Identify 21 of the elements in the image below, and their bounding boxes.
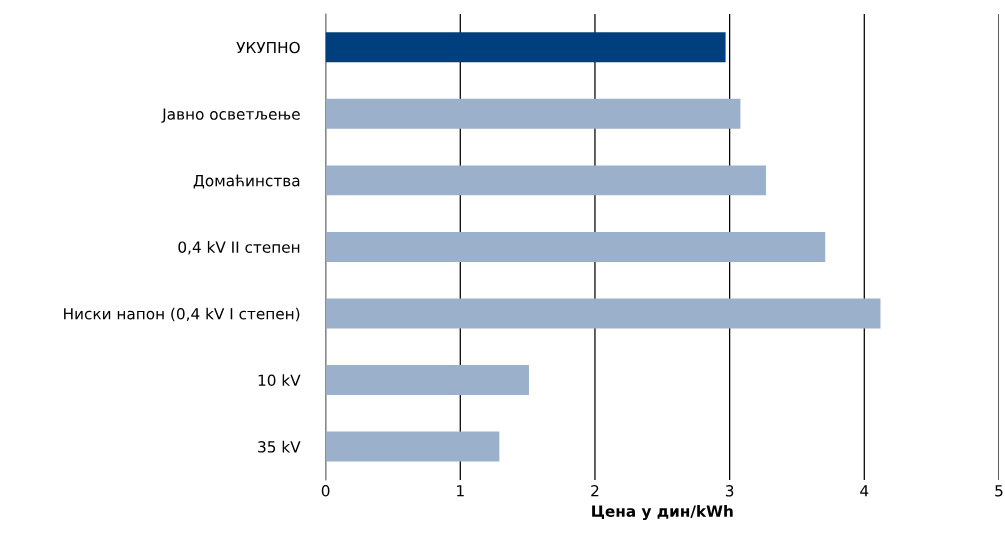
bar (325, 165, 766, 196)
bar (325, 365, 529, 396)
bar (325, 431, 500, 462)
y-tick-label: УКУПНО (236, 41, 300, 54)
y-tick-label: 35 kV (258, 440, 301, 453)
x-tick-label: 0 (321, 485, 330, 497)
y-tick-label: 10 kV (258, 374, 301, 387)
x-tick-label: 4 (860, 485, 869, 497)
bar (325, 98, 741, 129)
x-tick-label: 2 (591, 485, 599, 497)
y-tick-label: 0,4 kV II степен (178, 241, 300, 255)
bar (325, 32, 726, 63)
x-tick-label: 3 (725, 485, 734, 497)
y-tick-label: Јавно осветљење (161, 108, 300, 123)
y-tick-label: Ниски напон (0,4 kV I степен) (64, 307, 300, 322)
bar (325, 231, 826, 262)
bar (325, 298, 881, 329)
x-tick-label: 5 (995, 485, 1003, 497)
y-tick-label: Домаћинства (193, 174, 300, 189)
x-axis-title: Цена у дин/kWh (592, 505, 733, 520)
x-tick-label: 1 (457, 485, 464, 497)
